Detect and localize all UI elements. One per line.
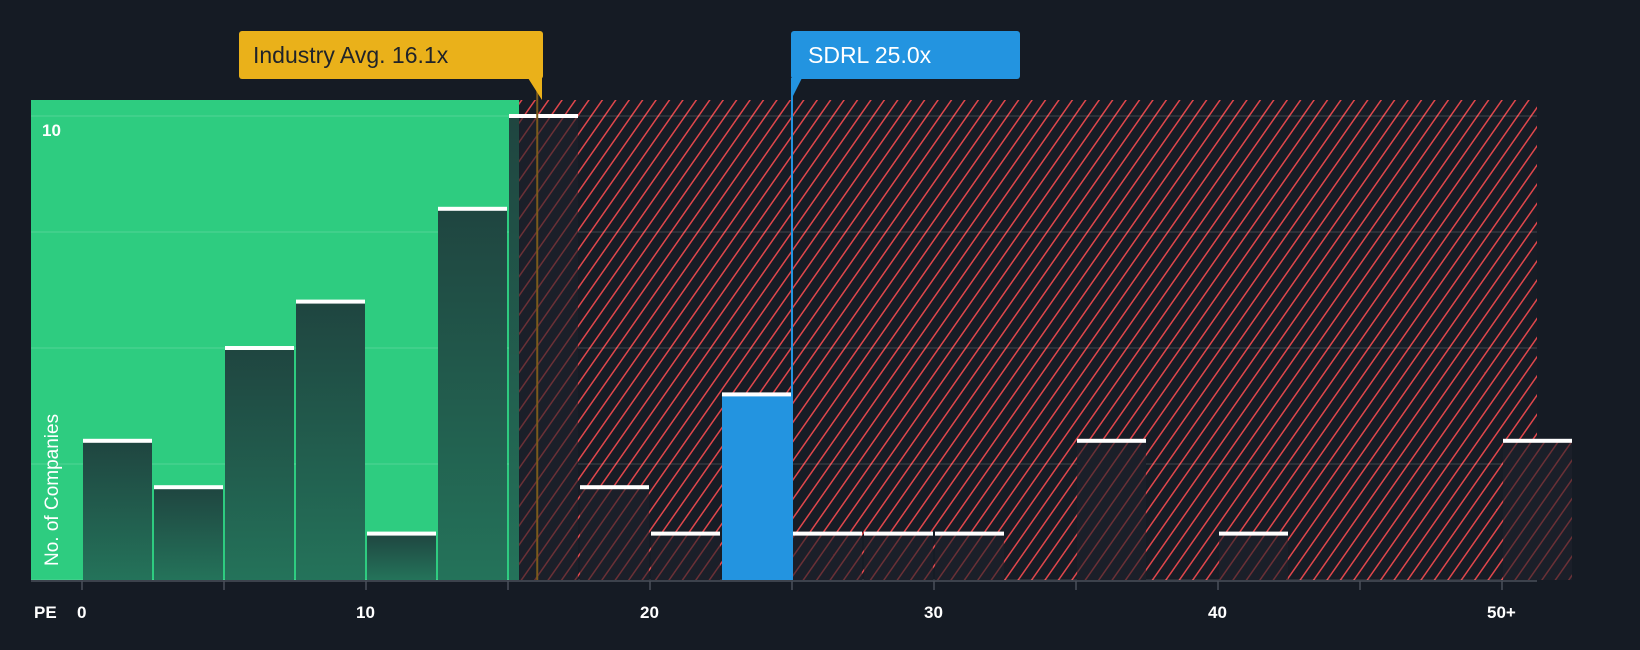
bar-cap <box>935 531 1004 536</box>
bar-cap <box>509 114 578 118</box>
histogram-bar <box>651 533 720 580</box>
x-tick-label: 50+ <box>1487 603 1516 622</box>
y-axis-title: No. of Companies <box>42 413 63 566</box>
histogram-bar <box>1503 440 1572 580</box>
bar-cap <box>154 485 223 490</box>
bar-cap <box>864 531 933 536</box>
industry-average-callout: Industry Avg. 16.1x <box>239 31 543 79</box>
histogram-bar <box>438 208 507 581</box>
x-axis <box>31 580 1537 590</box>
bar-cap <box>367 531 436 536</box>
valuation-regions <box>31 100 1537 580</box>
company-callout-pointer <box>791 78 802 100</box>
histogram-bar <box>580 487 649 580</box>
x-tick-label: 20 <box>640 603 659 622</box>
bar-cap <box>83 438 152 443</box>
overvalued-region <box>519 100 1537 580</box>
industry-callout-pointer <box>528 78 542 100</box>
bar-cap <box>722 392 791 397</box>
x-tick-label: 0 <box>77 603 87 622</box>
bar-cap <box>580 485 649 490</box>
y-tick-10: 10 <box>42 121 61 140</box>
histogram-bar <box>296 301 365 580</box>
industry-average-label: Industry Avg. 16.1x <box>253 42 449 68</box>
x-tick-label: 10 <box>356 603 375 622</box>
bar-cap <box>1219 531 1288 536</box>
histogram-bar <box>1077 440 1146 580</box>
bar-cap <box>793 531 862 536</box>
bar-cap <box>438 206 507 211</box>
company-pe-label: SDRL 25.0x <box>808 42 932 68</box>
histogram-bar <box>1219 533 1288 580</box>
bar-cap <box>296 299 365 304</box>
x-tick-label: 30 <box>924 603 943 622</box>
histogram-bar <box>793 533 862 580</box>
bar-cap <box>651 531 720 536</box>
histogram-bar <box>864 533 933 580</box>
marker-lines <box>536 90 793 580</box>
x-tick-label: 40 <box>1208 603 1227 622</box>
bar-cap <box>1077 438 1146 443</box>
histogram-bar <box>83 440 152 580</box>
histogram-bar <box>154 487 223 580</box>
histogram-bar <box>935 533 1004 580</box>
histogram-bar <box>722 394 791 580</box>
histogram-bar-overlay <box>519 116 578 580</box>
histogram-bar <box>225 348 294 580</box>
bar-cap <box>225 346 294 350</box>
histogram-bar <box>367 533 436 580</box>
x-axis-title: PE <box>34 603 57 622</box>
bar-cap <box>1503 438 1572 443</box>
histogram-bars <box>83 114 1572 581</box>
company-pe-callout: SDRL 25.0x <box>791 31 1020 79</box>
